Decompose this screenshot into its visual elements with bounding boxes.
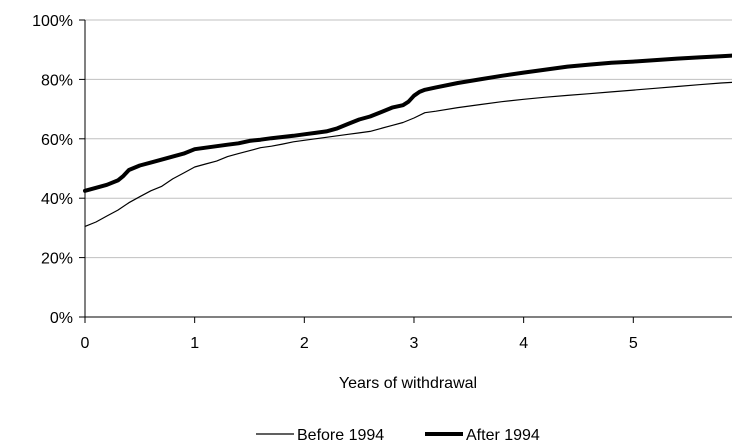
x-tick-label: 1 [190,335,199,352]
legend: Before 1994 After 1994 [256,427,540,444]
legend-label-after-1994: After 1994 [466,427,540,444]
x-tick-label: 0 [81,335,90,352]
x-axis-title: Years of withdrawal [339,375,477,392]
gridlines [85,19,732,259]
y-tick-label: 60% [41,132,73,149]
series-line-after-1994 [83,53,732,193]
axes [79,19,732,323]
y-tick-label: 40% [41,191,73,208]
legend-label-before-1994: Before 1994 [297,427,384,444]
y-tick-label: 100% [32,13,73,30]
y-tick-label: 0% [50,310,73,327]
tick-labels: 0% 20% 40% 60% 80% 100% 0 1 2 3 4 5 [32,13,638,352]
y-tick-label: 20% [41,251,73,268]
x-tick-label: 5 [629,335,638,352]
series-lines [83,53,732,227]
y-tick-label: 80% [41,72,73,89]
x-tick-label: 3 [410,335,419,352]
x-tick-label: 4 [519,335,528,352]
series-line-before-1994 [84,81,732,227]
x-tick-label: 2 [300,335,309,352]
